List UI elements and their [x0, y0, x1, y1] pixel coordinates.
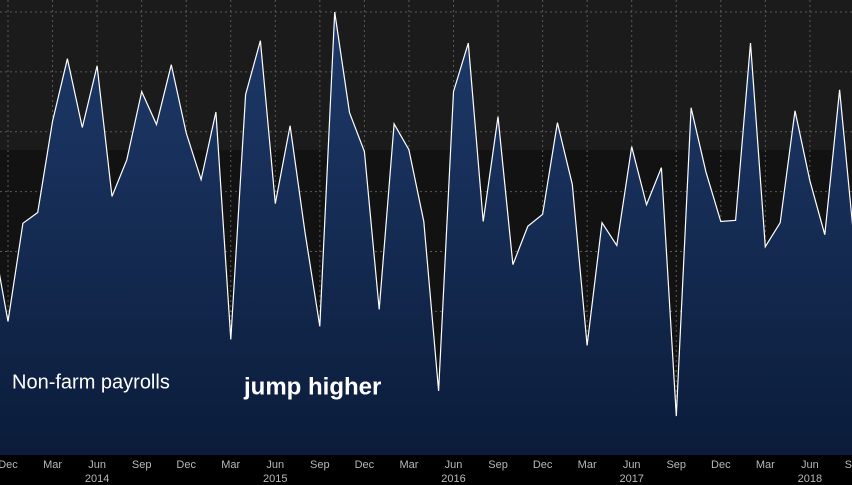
x-tick-label: Mar	[43, 459, 62, 471]
x-tick-label: Dec	[0, 459, 18, 471]
line	[0, 11, 852, 417]
x-tick-label: Jun	[623, 459, 641, 471]
x-tick-label: Dec	[355, 459, 375, 471]
plot-band	[0, 0, 852, 150]
x-tick-label: Jun	[266, 459, 284, 471]
x-year-label: 2017	[619, 473, 643, 485]
x-year-label: 2016	[441, 473, 465, 485]
x-tick-label: Sep	[845, 459, 852, 471]
x-tick-label: Jun	[445, 459, 463, 471]
x-tick-label: Mar	[578, 459, 597, 471]
x-tick-label: Mar	[756, 459, 775, 471]
x-tick-label: Jun	[88, 459, 106, 471]
x-year-label: 2014	[85, 473, 109, 485]
x-year-label: 2018	[798, 473, 822, 485]
x-tick-label: Sep	[666, 459, 686, 471]
x-tick-label: Mar	[221, 459, 240, 471]
x-axis: Dec Mar Jun Sep Dec Mar Jun Sep Dec Mar Jun Sep Dec M…	[0, 459, 852, 485]
annotation: jump higher	[243, 373, 381, 400]
annotation: Non-farm payrolls	[12, 371, 170, 393]
area	[0, 12, 852, 455]
x-tick-label: Dec	[533, 459, 553, 471]
x-tick-label: Mar	[399, 459, 418, 471]
x-tick-label: Sep	[488, 459, 508, 471]
x-tick-label: Dec	[176, 459, 196, 471]
x-tick-label: Jun	[801, 459, 819, 471]
series	[0, 11, 852, 455]
x-year-label: 2015	[263, 473, 287, 485]
x-tick-label: Dec	[711, 459, 731, 471]
x-tick-label: Sep	[310, 459, 330, 471]
x-tick-label: Sep	[132, 459, 152, 471]
